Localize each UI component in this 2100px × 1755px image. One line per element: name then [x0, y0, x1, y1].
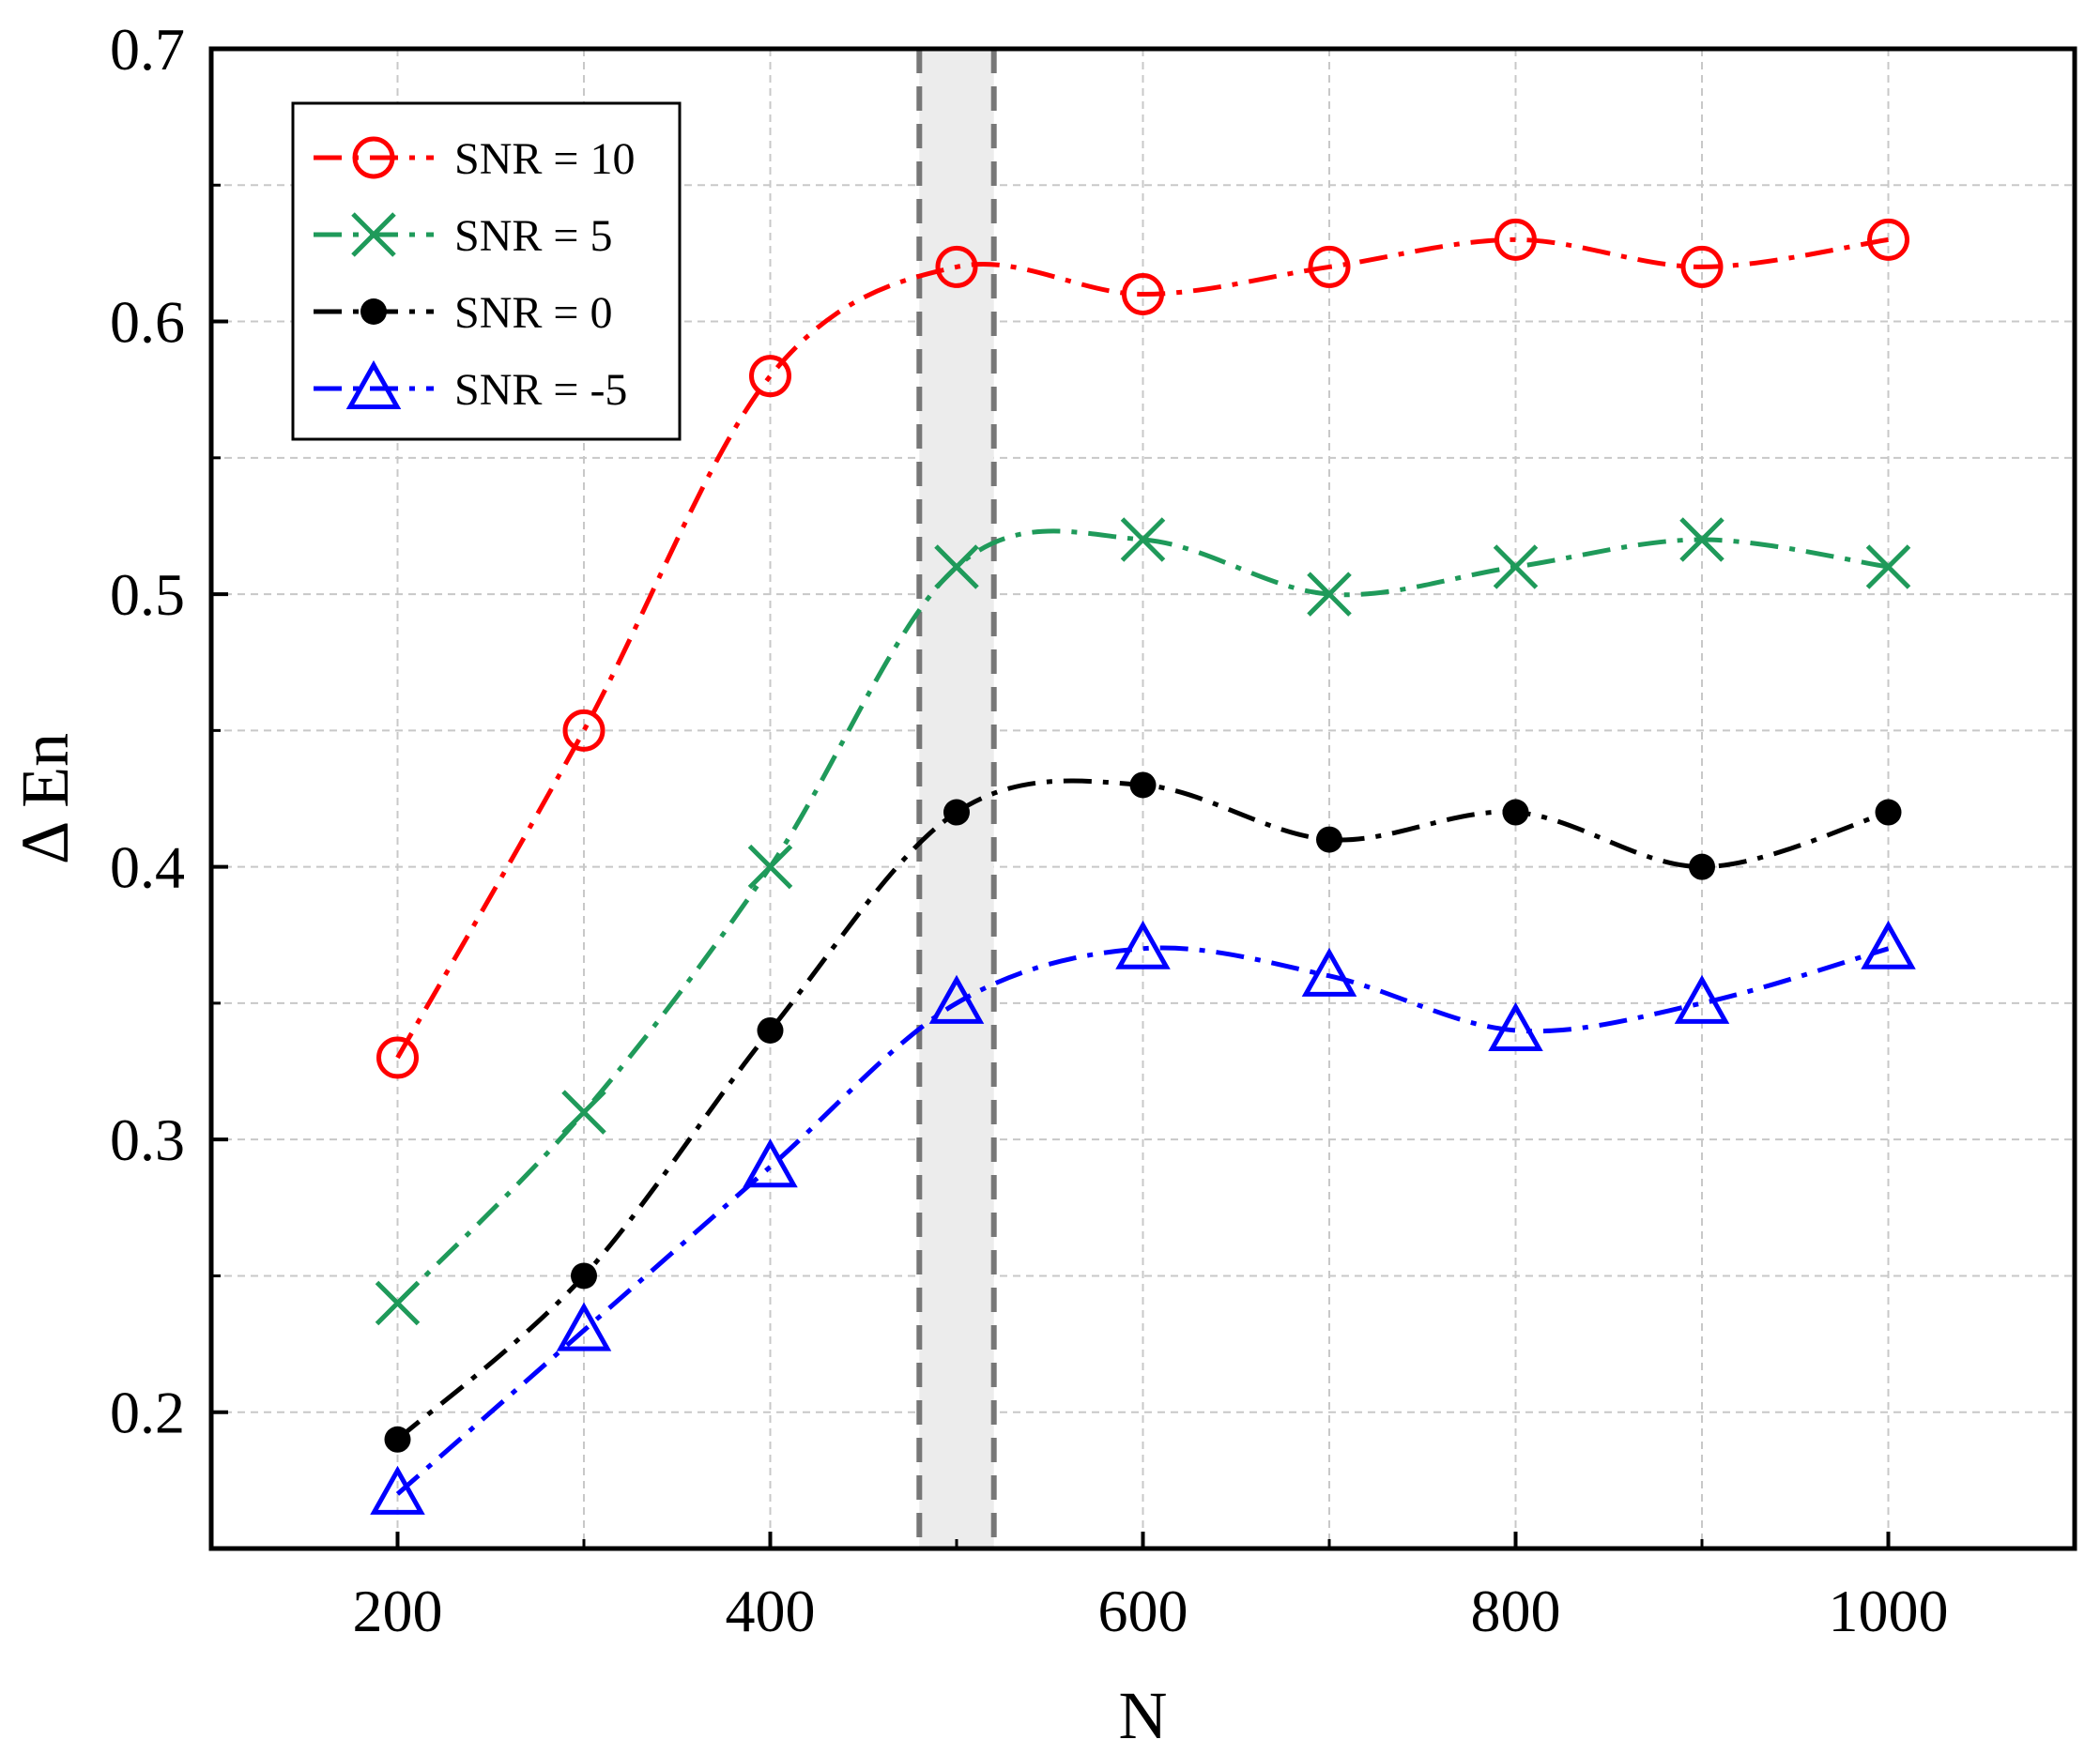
- legend-marker: [352, 136, 395, 179]
- series-lines: [395, 237, 1890, 1496]
- data-point: [1495, 218, 1537, 261]
- data-point: [384, 1426, 411, 1453]
- x-tick-label: 1000: [1829, 1578, 1949, 1644]
- data-point: [1679, 517, 1724, 562]
- data-point: [928, 974, 985, 1024]
- data-point: [1674, 974, 1730, 1024]
- x-axis-title: N: [1119, 1678, 1168, 1753]
- y-tick-label: 0.5: [110, 561, 185, 628]
- axis-ticks: [209, 47, 2077, 1549]
- x-tick-label: 200: [353, 1578, 443, 1644]
- axis-tick-labels: 200 400 600 800 1000 0.2 0.3 0.4 0.5 0.6 0.7: [110, 16, 1949, 1644]
- data-point: [376, 1036, 419, 1079]
- data-point: [1120, 517, 1166, 562]
- data-point: [1488, 1001, 1543, 1051]
- data-point: [1865, 544, 1911, 589]
- legend-marker: [351, 212, 396, 257]
- data-point: [1680, 245, 1724, 288]
- data-point: [375, 1280, 421, 1326]
- data-point: [934, 544, 979, 589]
- y-axis-title: Δ En: [8, 733, 83, 864]
- data-point: [1875, 799, 1902, 826]
- data-point: [1502, 799, 1529, 826]
- legend-label: SNR = -5: [454, 365, 627, 415]
- data-point: [571, 1262, 597, 1290]
- data-point: [1115, 920, 1171, 969]
- legend: SNR = 10 SNR = 5 SNR = 0 SNR = -5: [291, 101, 682, 441]
- data-point: [561, 1090, 606, 1135]
- data-point: [1493, 544, 1539, 589]
- data-point: [935, 245, 978, 288]
- data-point: [1689, 853, 1715, 880]
- data-point: [1316, 826, 1342, 853]
- series-line-2: [395, 778, 1890, 1442]
- legend-marker: [360, 298, 387, 325]
- data-point: [562, 709, 605, 752]
- series-markers: [370, 218, 1916, 1515]
- x-tick-label: 800: [1471, 1578, 1561, 1644]
- data-point: [370, 1465, 425, 1515]
- data-point: [556, 1302, 612, 1351]
- series-line-3: [395, 945, 1890, 1496]
- y-tick-label: 0.3: [110, 1106, 185, 1173]
- data-point: [1861, 920, 1916, 969]
- data-point: [1301, 947, 1357, 997]
- legend-label: SNR = 5: [454, 211, 612, 261]
- legend-marker: [345, 359, 402, 409]
- data-point: [747, 844, 793, 890]
- y-tick-label: 0.7: [110, 16, 185, 83]
- y-tick-label: 0.2: [110, 1380, 185, 1446]
- y-tick-label: 0.6: [110, 289, 185, 356]
- x-tick-label: 600: [1098, 1578, 1188, 1644]
- grid-lines: [211, 48, 2075, 1549]
- data-point: [743, 1138, 798, 1188]
- data-point: [757, 1016, 784, 1044]
- y-tick-label: 0.4: [110, 834, 185, 901]
- legend-label: SNR = 10: [454, 134, 635, 184]
- legend-label: SNR = 0: [454, 288, 612, 338]
- data-point: [1308, 245, 1351, 288]
- data-point: [1122, 272, 1164, 315]
- data-point: [1307, 572, 1352, 617]
- data-point: [1867, 218, 1909, 261]
- data-point: [749, 355, 791, 398]
- data-point: [943, 799, 970, 826]
- x-tick-label: 400: [726, 1578, 816, 1644]
- data-point: [1129, 771, 1157, 799]
